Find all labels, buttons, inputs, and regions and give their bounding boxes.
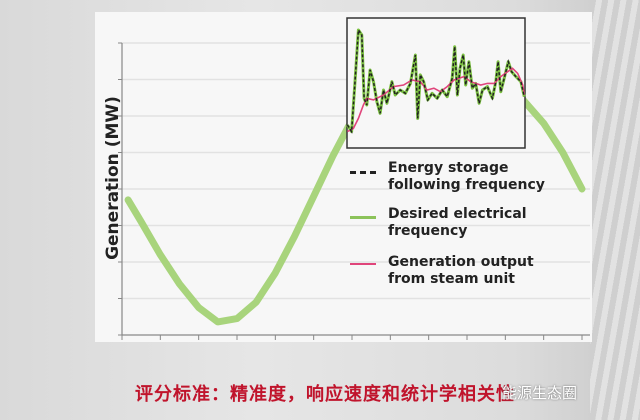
background-building — [590, 0, 640, 420]
legend-swatch-energy-storage — [350, 171, 376, 174]
legend-label-desired-frequency: Desired electrical frequency — [388, 206, 527, 239]
legend-swatch-generation-output — [350, 263, 376, 265]
inset-energy-storage-line — [346, 27, 526, 134]
y-axis-label: Generation (MW) — [103, 96, 123, 260]
legend-label-energy-storage: Energy storage following frequency — [388, 160, 545, 193]
watermark: 能源生态圈 — [502, 384, 578, 402]
legend-swatch-desired-frequency — [350, 216, 376, 219]
inset-generation-output-line — [347, 67, 526, 133]
legend-label-generation-output: Generation output from steam unit — [388, 254, 534, 287]
caption: 评分标准：精准度，响应速度和统计学相关性 — [135, 384, 515, 405]
